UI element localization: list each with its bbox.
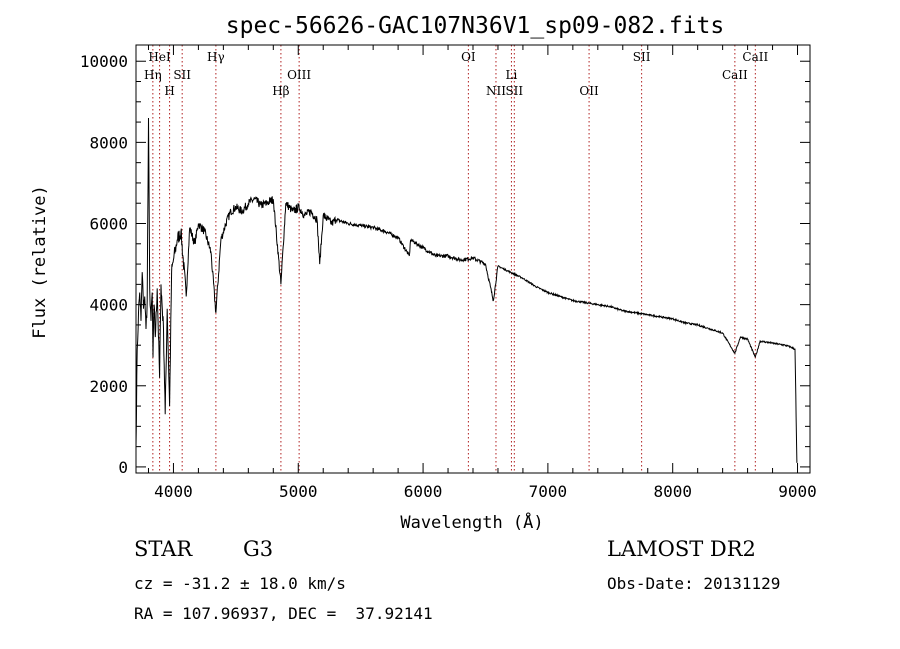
coordinates-readout: RA = 107.96937, DEC = 37.92141 <box>134 604 433 623</box>
spectral-line-label: Hβ <box>272 84 289 98</box>
y-tick-label: 2000 <box>89 377 128 396</box>
y-tick-label: 8000 <box>89 133 128 152</box>
x-tick-label: 4000 <box>154 482 193 501</box>
spectral-line-label: Hγ <box>207 50 225 64</box>
spectral-line-label: Li <box>506 68 518 82</box>
x-tick-label: 8000 <box>653 482 692 501</box>
spectral-line-label: OI <box>461 50 476 64</box>
spectral-line-label: SII <box>173 68 191 82</box>
spectral-line-label: Hη <box>144 68 162 82</box>
x-axis: 4000 5000 6000 7000 8000 9000 <box>147 45 817 501</box>
y-tick-label: 10000 <box>80 52 128 71</box>
y-axis: 0 2000 4000 6000 8000 10000 <box>80 52 810 477</box>
spectral-line-label: SII <box>633 50 651 64</box>
spectral-line-label: OIII <box>287 68 311 82</box>
spectral-line-label: HeI <box>148 50 171 64</box>
y-axis-label: Flux (relative) <box>30 185 50 339</box>
spectral-line-label: H <box>164 84 174 98</box>
object-class: STAR <box>134 537 193 561</box>
spectrum-series-line <box>135 117 798 463</box>
x-tick-label: 9000 <box>778 482 817 501</box>
y-tick-label: 0 <box>118 458 128 477</box>
chart-title: spec-56626-GAC107N36V1_sp09-082.fits <box>226 13 725 39</box>
x-tick-label: 6000 <box>404 482 443 501</box>
data-release: LAMOST DR2 <box>607 537 756 561</box>
spectral-line-label: SII <box>505 84 523 98</box>
y-tick-label: 4000 <box>89 296 128 315</box>
spectral-line-label: CaII <box>722 68 748 82</box>
y-tick-label: 6000 <box>89 215 128 234</box>
spectral-line-label: NII <box>486 84 506 98</box>
spectral-line-label: OII <box>579 84 599 98</box>
object-subclass: G3 <box>243 537 274 561</box>
redshift-readout: cz = -31.2 ± 18.0 km/s <box>134 574 346 593</box>
observation-date: Obs-Date: 20131129 <box>607 574 781 593</box>
spectral-line-label: CaII <box>742 50 768 64</box>
x-tick-label: 7000 <box>529 482 568 501</box>
x-tick-label: 5000 <box>279 482 318 501</box>
x-axis-label: Wavelength (Å) <box>400 511 543 533</box>
